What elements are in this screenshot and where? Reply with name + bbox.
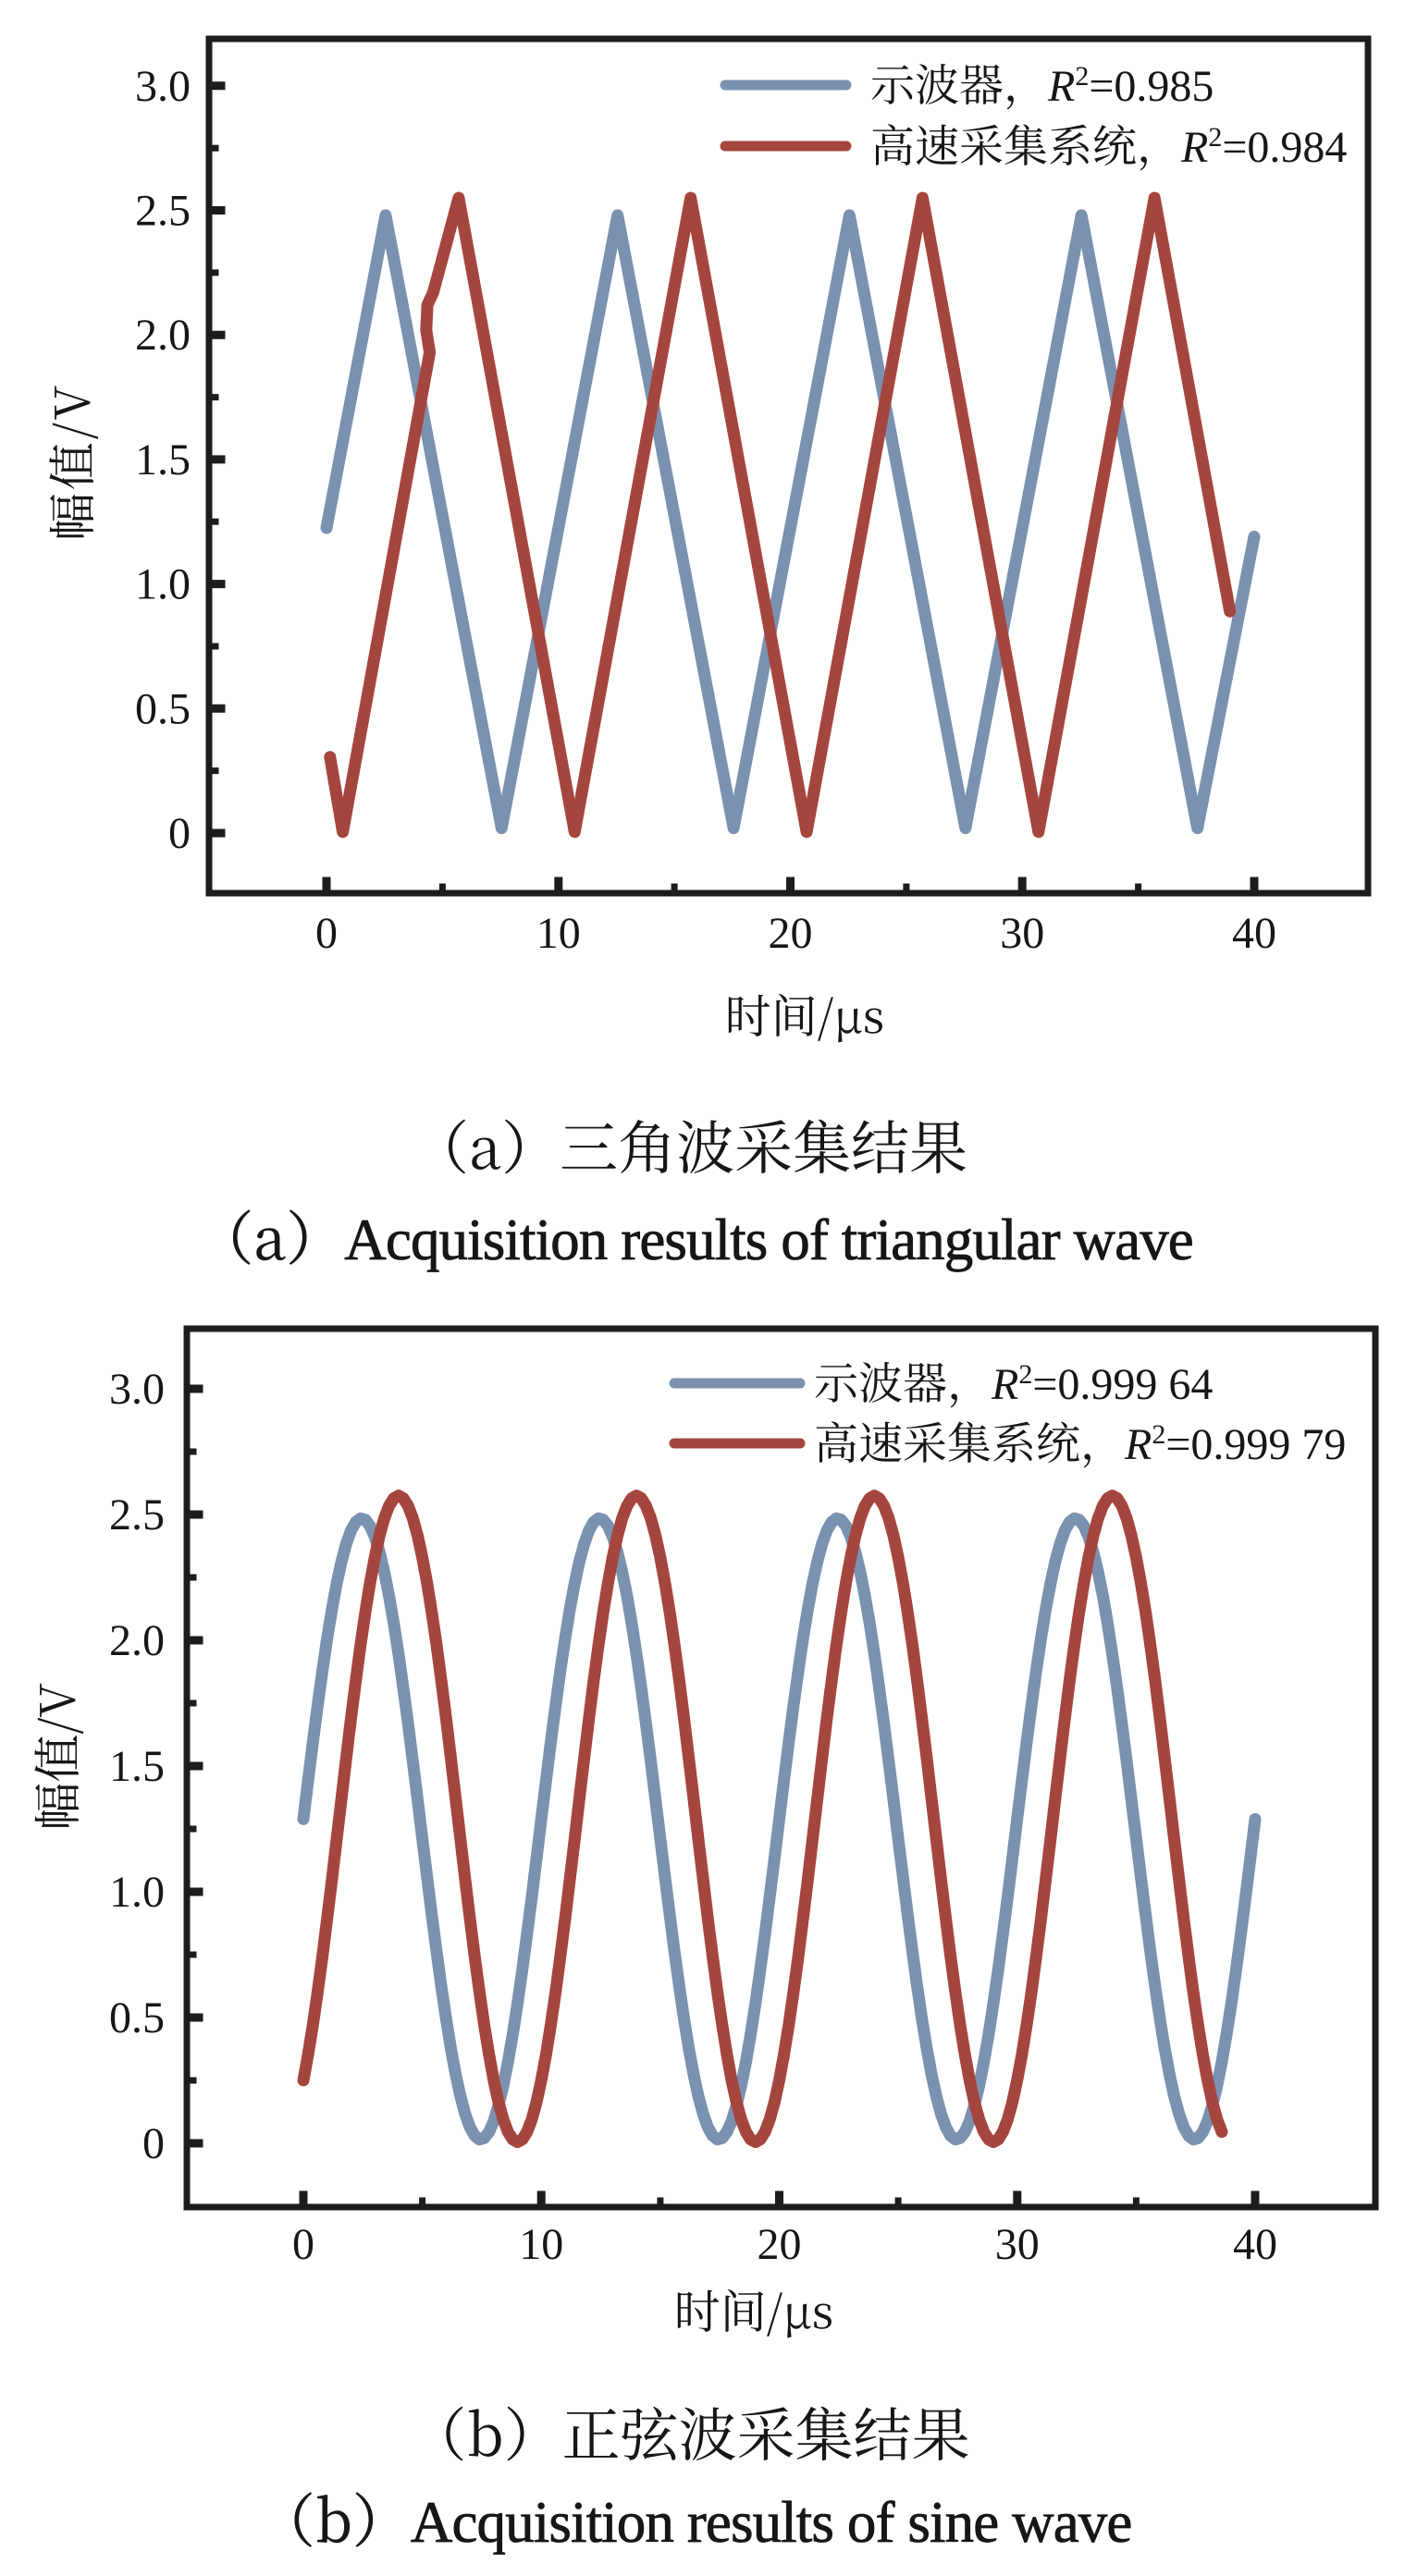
svg-text:30: 30: [995, 2220, 1040, 2269]
svg-text:R2=0.999 79: R2=0.999 79: [1124, 1419, 1346, 1469]
svg-text:2.0: 2.0: [135, 311, 191, 360]
svg-text:1.5: 1.5: [109, 1742, 165, 1791]
svg-text:30: 30: [1000, 909, 1044, 958]
svg-text:0.5: 0.5: [109, 1993, 165, 2042]
svg-text:Acquisition results of sine wa: Acquisition results of sine wave: [411, 2490, 1132, 2555]
svg-text:0: 0: [142, 2119, 165, 2168]
svg-text:2.5: 2.5: [109, 1490, 165, 1539]
svg-text:20: 20: [758, 2220, 802, 2269]
svg-text:10: 10: [536, 909, 581, 958]
svg-text:R2=0.985: R2=0.985: [1047, 61, 1214, 111]
svg-text:2.5: 2.5: [135, 187, 191, 236]
svg-text:40: 40: [1233, 2220, 1277, 2269]
svg-text:40: 40: [1232, 909, 1276, 958]
svg-text:1.0: 1.0: [109, 1868, 165, 1917]
svg-text:R2=0.984: R2=0.984: [1180, 122, 1347, 172]
svg-text:2.0: 2.0: [109, 1616, 165, 1665]
svg-text:3.0: 3.0: [109, 1365, 165, 1414]
svg-text:1.0: 1.0: [135, 560, 191, 609]
svg-text:R2=0.999 64: R2=0.999 64: [991, 1359, 1213, 1409]
svg-text:0: 0: [292, 2220, 314, 2269]
svg-text:10: 10: [519, 2220, 563, 2269]
svg-text:0: 0: [315, 909, 338, 958]
svg-text:Acquisition results of triangu: Acquisition results of triangular wave: [344, 1208, 1193, 1272]
svg-text:0.5: 0.5: [135, 684, 191, 733]
svg-text:0: 0: [168, 809, 191, 858]
svg-text:3.0: 3.0: [135, 62, 191, 111]
svg-text:1.5: 1.5: [135, 435, 191, 485]
svg-text:20: 20: [769, 909, 813, 958]
